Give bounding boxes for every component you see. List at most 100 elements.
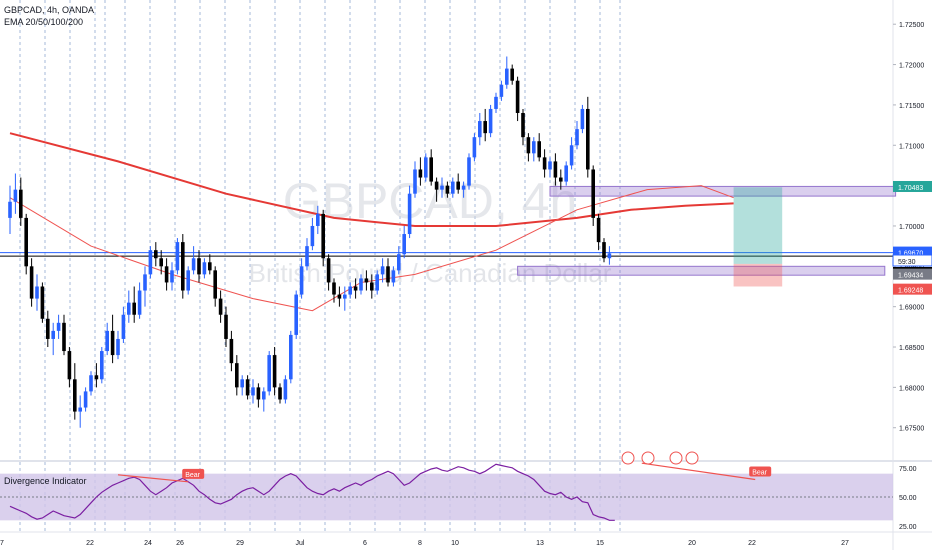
time-tick-label: 6 bbox=[363, 540, 367, 547]
time-tick-label: 7 bbox=[0, 540, 4, 547]
candle-body bbox=[596, 217, 601, 243]
candle-body bbox=[294, 294, 298, 335]
candle-body bbox=[94, 375, 99, 380]
candle-body bbox=[224, 314, 228, 339]
indicator-tick-label: 25.00 bbox=[899, 524, 917, 531]
bear-label: Bear bbox=[752, 470, 767, 477]
signal-icon bbox=[685, 451, 699, 465]
candle-body bbox=[321, 213, 325, 259]
candles bbox=[8, 56, 612, 428]
candle-body bbox=[208, 262, 212, 271]
candle-body bbox=[359, 278, 363, 291]
candle-body bbox=[262, 391, 266, 400]
price-label: 1.69434 bbox=[898, 273, 923, 280]
divergence-line bbox=[641, 462, 756, 481]
price-tick-label: 1.71500 bbox=[899, 103, 924, 110]
time-tick-label: 8 bbox=[418, 540, 422, 547]
candle-body bbox=[100, 351, 104, 380]
candle-body bbox=[251, 387, 255, 396]
candle-body bbox=[13, 189, 18, 202]
candle-body bbox=[197, 258, 201, 275]
price-label: 1.69248 bbox=[898, 288, 923, 295]
rsi-line bbox=[9, 463, 615, 521]
zones bbox=[517, 185, 897, 287]
bear-label: Bear bbox=[185, 472, 200, 479]
candle-body bbox=[343, 294, 347, 299]
candle-body bbox=[326, 258, 331, 283]
price-label: 59:30 bbox=[898, 259, 916, 266]
candle-body bbox=[175, 242, 180, 271]
candle-body bbox=[186, 270, 190, 291]
candle-body bbox=[272, 355, 277, 388]
watermark-name: British Pound / Canadian Dollar bbox=[249, 258, 612, 288]
candle-body bbox=[218, 298, 223, 315]
divergence-line bbox=[117, 474, 189, 483]
candle-body bbox=[116, 338, 120, 356]
candle-body bbox=[256, 387, 261, 400]
candle-body bbox=[67, 351, 72, 380]
candle-body bbox=[164, 266, 169, 283]
candle-body bbox=[375, 274, 379, 291]
time-tick-label: 29 bbox=[236, 540, 244, 547]
price-tick-label: 1.72500 bbox=[899, 22, 924, 29]
bear-label-box bbox=[749, 466, 772, 477]
candle-body bbox=[159, 258, 163, 267]
candle-body bbox=[305, 246, 309, 267]
time-tick-label: 13 bbox=[536, 540, 544, 547]
candle-body bbox=[451, 181, 455, 194]
candle-body bbox=[478, 121, 482, 138]
candle-body bbox=[445, 185, 450, 194]
candle-body bbox=[62, 322, 66, 352]
stop-zone bbox=[733, 263, 783, 287]
candle-body bbox=[575, 129, 579, 146]
candle-body bbox=[494, 96, 498, 109]
candle-body bbox=[154, 250, 158, 259]
candle-body bbox=[240, 379, 244, 388]
time-tick-label: 22 bbox=[86, 540, 94, 547]
candle-body bbox=[553, 161, 558, 178]
candle-body bbox=[89, 375, 93, 392]
time-axis: 7 22 24 26 29 Jul 6 8 10 13 15 20 22 27 bbox=[0, 540, 849, 547]
signal-icon bbox=[641, 451, 655, 465]
candle-body bbox=[364, 278, 369, 283]
candle-body bbox=[424, 157, 428, 178]
candle-body bbox=[461, 185, 466, 190]
candle-body bbox=[386, 266, 390, 283]
candle-body bbox=[526, 137, 531, 154]
signal-icon bbox=[621, 451, 635, 465]
candle-body bbox=[267, 355, 271, 392]
candle-body bbox=[332, 282, 336, 295]
candle-body bbox=[488, 108, 493, 134]
candle-body bbox=[456, 181, 460, 190]
candle-body bbox=[537, 141, 541, 158]
candle-body bbox=[310, 225, 315, 247]
candle-body bbox=[607, 253, 612, 259]
target-zone bbox=[733, 187, 783, 264]
candle-body bbox=[353, 286, 358, 291]
candle-body bbox=[278, 387, 282, 400]
candle-body bbox=[434, 181, 439, 190]
candle-body bbox=[46, 318, 50, 339]
candle-body bbox=[337, 294, 342, 299]
supply-demand-zone bbox=[517, 265, 886, 276]
time-tick-label: 15 bbox=[596, 540, 604, 547]
indicator-legend[interactable]: EMA 20/50/100/200 bbox=[4, 17, 84, 27]
price-axis: 1.725001.720001.715001.710001.705001.700… bbox=[892, 22, 932, 531]
candle-body bbox=[110, 330, 115, 356]
time-tick-label: Jul bbox=[296, 540, 305, 547]
price-label-box bbox=[893, 246, 932, 258]
price-tick-label: 1.69000 bbox=[899, 305, 924, 312]
candle-body bbox=[132, 302, 136, 315]
candle-body bbox=[380, 266, 385, 275]
candle-body bbox=[580, 108, 585, 130]
indicator-title: Divergence Indicator bbox=[4, 476, 87, 486]
price-label-box bbox=[892, 254, 932, 267]
candle-body bbox=[391, 270, 396, 283]
candle-body bbox=[413, 169, 417, 194]
price-tick-label: 1.67500 bbox=[899, 426, 924, 433]
candle-body bbox=[569, 145, 574, 166]
candle-body bbox=[472, 137, 477, 158]
candle-body bbox=[440, 185, 444, 190]
bear-label-box bbox=[182, 468, 205, 479]
